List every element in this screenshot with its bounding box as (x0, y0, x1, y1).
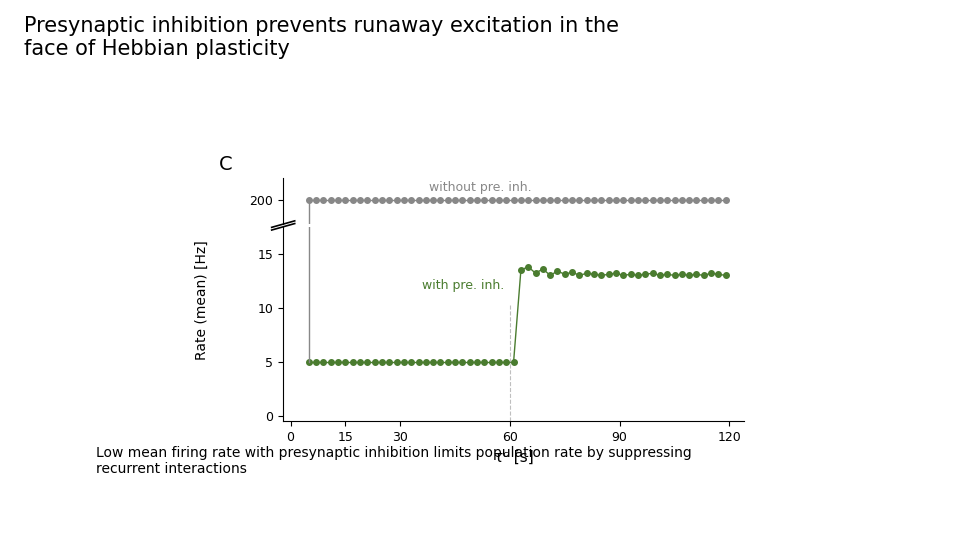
Text: Presynaptic inhibition prevents runaway excitation in the
face of Hebbian plasti: Presynaptic inhibition prevents runaway … (24, 16, 619, 59)
Text: with pre. inh.: with pre. inh. (422, 279, 504, 292)
Text: Low mean firing rate with presynaptic inhibition limits population rate by suppr: Low mean firing rate with presynaptic in… (96, 446, 692, 476)
Text: without pre. inh.: without pre. inh. (429, 180, 532, 193)
Text: Rate (mean) [Hz]: Rate (mean) [Hz] (195, 240, 208, 360)
X-axis label: τᶜ [s]: τᶜ [s] (493, 449, 534, 464)
Text: C: C (219, 156, 232, 174)
